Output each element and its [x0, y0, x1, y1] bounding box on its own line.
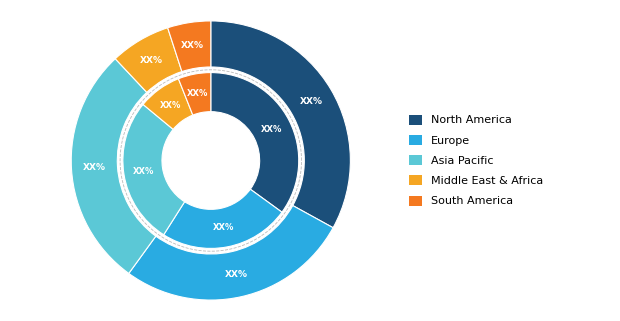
- Text: XX%: XX%: [140, 56, 163, 65]
- Wedge shape: [129, 205, 333, 300]
- Wedge shape: [115, 28, 182, 92]
- Legend: North America, Europe, Asia Pacific, Middle East & Africa, South America: North America, Europe, Asia Pacific, Mid…: [409, 115, 543, 206]
- Wedge shape: [211, 21, 350, 228]
- Text: XX%: XX%: [133, 167, 154, 176]
- Text: XX%: XX%: [181, 41, 204, 50]
- Text: XX%: XX%: [261, 125, 283, 134]
- Text: XX%: XX%: [224, 270, 248, 279]
- Text: XX%: XX%: [160, 101, 181, 110]
- Text: XX%: XX%: [83, 163, 106, 172]
- Text: XX%: XX%: [299, 97, 322, 106]
- Text: XX%: XX%: [187, 89, 209, 98]
- Wedge shape: [167, 21, 211, 72]
- Text: XX%: XX%: [213, 223, 234, 232]
- Wedge shape: [211, 73, 299, 212]
- Wedge shape: [179, 73, 211, 115]
- Wedge shape: [143, 79, 193, 129]
- Wedge shape: [71, 59, 156, 273]
- Wedge shape: [164, 189, 282, 248]
- Wedge shape: [123, 104, 185, 235]
